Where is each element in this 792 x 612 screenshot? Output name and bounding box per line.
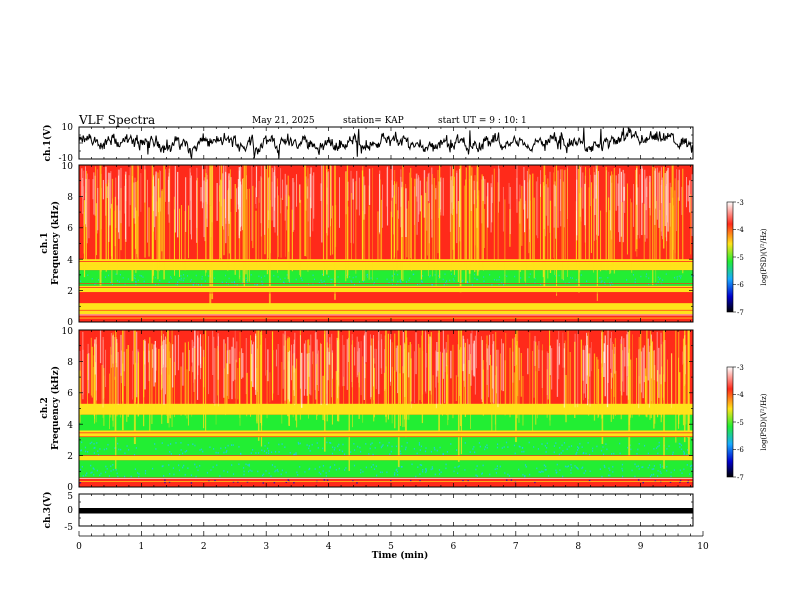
time-tick-5: 5: [388, 542, 394, 552]
ch1-freq-tick-2: 2: [67, 287, 73, 297]
ch2-colorbar-tick-m3: -3: [737, 364, 744, 372]
ch1-freq-tick-4: 4: [67, 256, 73, 266]
ch1-waveform-ticks: [78, 126, 693, 160]
time-tick-10: 10: [697, 542, 709, 552]
time-tick-1: 1: [139, 542, 145, 552]
ch1-colorbar-tick-m3: -3: [737, 199, 744, 207]
ch1-frequency-label: Frequency (kHz): [50, 201, 61, 285]
ch1-spectrogram-panel: 0 2 4 6 8 10 ch.1 Frequency (kHz): [40, 162, 694, 328]
time-tick-8: 8: [575, 542, 581, 552]
ch1-ytick-bottom: -10: [59, 154, 74, 164]
ch1-freq-tick-0: 0: [67, 318, 73, 328]
ch2-colorbar-tick-m5: -5: [737, 419, 744, 427]
ch1-colorbar-tick-m5: -5: [737, 254, 744, 262]
ch2-freq-tick-0: 0: [67, 483, 73, 493]
ch1-ytick-top: 10: [62, 123, 74, 133]
ch3-ytick-top: 5: [67, 492, 73, 502]
ch1-spectrogram-ticks: [78, 164, 693, 323]
ch3-waveform-panel: 5 0 -5 ch.3(V): [42, 492, 704, 537]
ch2-freq-tick-4: 4: [67, 421, 73, 431]
ch3-ytick-bottom: -5: [64, 523, 73, 533]
ch1-colorbar-tick-m7: -7: [737, 309, 744, 317]
ch2-colorbar-tick-m7: -7: [737, 474, 744, 482]
ch1-colorbar-tick-m6: -6: [737, 281, 744, 289]
ch3-waveform-trace: [79, 508, 693, 514]
ch1-colorbar-tick-m4: -4: [737, 226, 744, 234]
ch1-freq-tick-10: 10: [62, 162, 74, 172]
ch3-ytick-zero: 0: [67, 506, 73, 516]
ch1-waveform-line: [78, 127, 694, 159]
ch1-waveform-panel: 10 -10 ch.1(V): [42, 123, 694, 164]
ch1-colorbar: -3 -4 -5 -6 -7 log(PSD)(V²/Hz): [726, 199, 768, 317]
ch3-waveform-ylabel: ch.3(V): [42, 492, 53, 529]
ch1-colorbar-gradient: [726, 201, 734, 313]
time-axis-label: Time (min): [372, 550, 429, 561]
time-axis: 0 1 2 3 4 5 6 7 8 9 10 Time (min): [76, 542, 709, 561]
time-tick-0: 0: [76, 542, 82, 552]
date-label: May 21, 2025: [252, 116, 315, 126]
ch2-colorbar-label: log(PSD)(V²/Hz): [760, 393, 768, 450]
ch2-spectrogram-ticks: [78, 329, 693, 488]
time-tick-6: 6: [451, 542, 457, 552]
time-tick-9: 9: [638, 542, 644, 552]
ch2-freq-tick-10: 10: [62, 327, 74, 337]
ch1-channel-label: ch.1: [40, 232, 50, 253]
ch1-spectrogram-image: [79, 165, 694, 322]
ch2-frequency-label: Frequency (kHz): [50, 366, 61, 450]
ch2-freq-tick-8: 8: [67, 358, 73, 368]
ch2-spectrogram-panel: 0 2 4 6 8 10 ch.2 Frequency (kHz): [40, 327, 694, 493]
ch2-freq-tick-6: 6: [67, 389, 73, 399]
start-ut-label: start UT = 9 : 10: 1: [438, 116, 527, 126]
time-tick-2: 2: [201, 542, 207, 552]
ch1-waveform-ylabel: ch.1(V): [42, 125, 53, 162]
time-tick-4: 4: [326, 542, 332, 552]
ch2-colorbar-gradient: [726, 366, 734, 478]
ch1-freq-tick-8: 8: [67, 193, 73, 203]
ch1-freq-tick-6: 6: [67, 224, 73, 234]
figure-title: VLF Spectra: [78, 113, 155, 127]
time-tick-3: 3: [263, 542, 269, 552]
ch3-waveform-ticks: [78, 493, 704, 537]
ch2-colorbar: -3 -4 -5 -6 -7 log(PSD)(V²/Hz): [726, 364, 768, 482]
ch2-colorbar-tick-m4: -4: [737, 391, 744, 399]
time-tick-7: 7: [513, 542, 519, 552]
ch2-freq-tick-2: 2: [67, 452, 73, 462]
ch2-colorbar-tick-m6: -6: [737, 446, 744, 454]
ch1-colorbar-label: log(PSD)(V²/Hz): [760, 228, 768, 285]
ch2-channel-label: ch.2: [40, 397, 50, 418]
station-label: station= KAP: [343, 116, 404, 126]
ch1-waveform-trace: [78, 127, 694, 159]
ch2-spectrogram-image: [79, 330, 693, 487]
